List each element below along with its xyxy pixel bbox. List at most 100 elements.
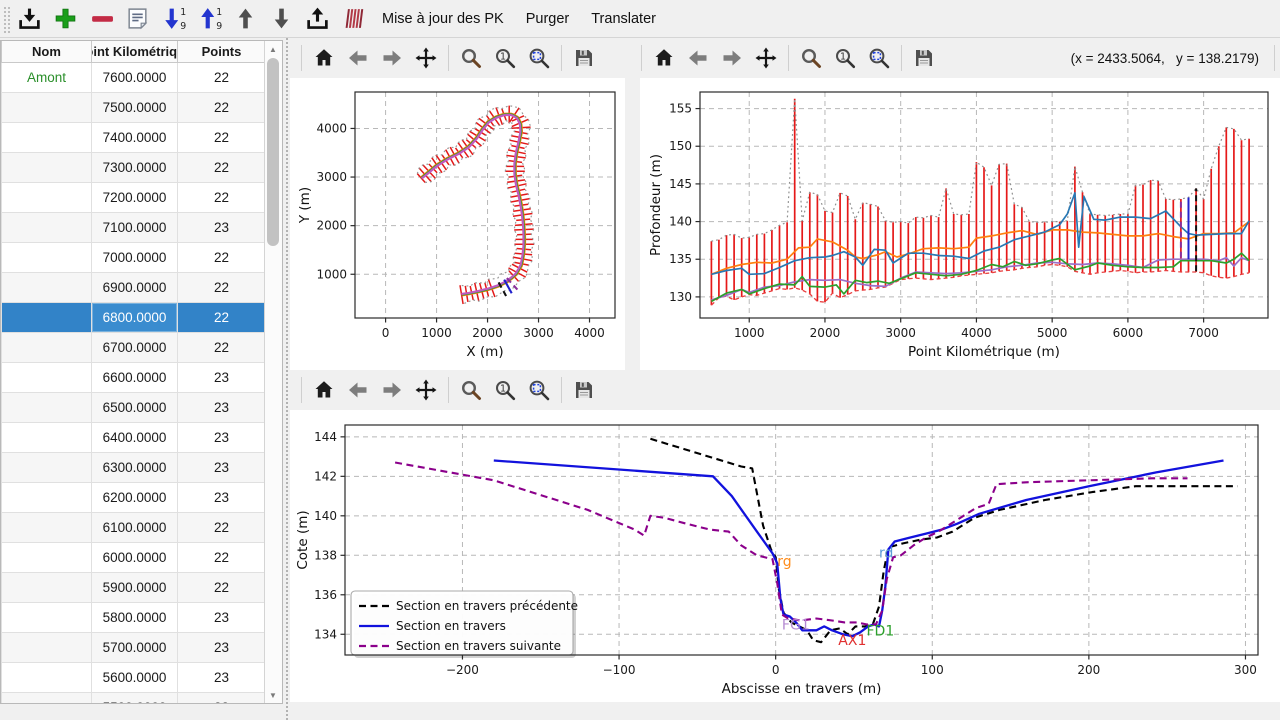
scroll-down-arrow[interactable]: ▼ bbox=[269, 690, 277, 700]
table-cell[interactable] bbox=[1, 392, 92, 423]
back-button[interactable] bbox=[343, 43, 373, 73]
table-cell[interactable] bbox=[1, 182, 92, 213]
table-cell[interactable]: 6300.0000 bbox=[91, 452, 178, 483]
table-cell[interactable]: 5600.0000 bbox=[91, 662, 178, 693]
zoom-selection-button[interactable] bbox=[524, 375, 554, 405]
export-button[interactable] bbox=[299, 3, 335, 35]
purge-button[interactable]: Purger bbox=[525, 10, 570, 27]
table-cell[interactable] bbox=[1, 122, 92, 153]
table-cell[interactable]: 7500.0000 bbox=[91, 92, 178, 123]
save-button[interactable] bbox=[569, 43, 599, 73]
table-cell[interactable]: 6800.0000 bbox=[91, 302, 178, 333]
zoom-selection-button[interactable] bbox=[864, 43, 894, 73]
zoom-button[interactable] bbox=[796, 43, 826, 73]
table-row[interactable]: 5600.0000 23 bbox=[1, 662, 266, 693]
sort-ascending-button[interactable]: 1 9 bbox=[155, 3, 191, 35]
scrollbar-thumb[interactable] bbox=[267, 58, 279, 246]
table-row[interactable]: 7000.0000 22 bbox=[1, 242, 266, 273]
column-header-nom[interactable]: Nom bbox=[1, 41, 92, 63]
table-cell[interactable] bbox=[1, 422, 92, 453]
table-cell[interactable]: 23 bbox=[177, 452, 266, 483]
table-cell[interactable]: 6500.0000 bbox=[91, 392, 178, 423]
table-cell[interactable] bbox=[1, 272, 92, 303]
table-cell[interactable]: 7100.0000 bbox=[91, 212, 178, 243]
move-up-button[interactable] bbox=[227, 3, 263, 35]
import-button[interactable] bbox=[11, 3, 47, 35]
table-cell[interactable]: 22 bbox=[177, 332, 266, 363]
translate-button[interactable]: Translater bbox=[591, 10, 656, 27]
table-cell[interactable]: 23 bbox=[177, 212, 266, 243]
table-cell[interactable]: 6700.0000 bbox=[91, 332, 178, 363]
table-cell[interactable]: 6600.0000 bbox=[91, 362, 178, 393]
table-cell[interactable] bbox=[1, 602, 92, 633]
table-row[interactable]: 7100.0000 23 bbox=[1, 212, 266, 243]
table-cell[interactable]: 22 bbox=[177, 92, 266, 123]
home-button[interactable] bbox=[649, 43, 679, 73]
table-cell[interactable]: 23 bbox=[177, 662, 266, 693]
zoom-button[interactable] bbox=[456, 375, 486, 405]
table-cell[interactable]: 22 bbox=[177, 512, 266, 543]
table-cell[interactable]: 7000.0000 bbox=[91, 242, 178, 273]
table-cell[interactable] bbox=[1, 512, 92, 543]
forward-button[interactable] bbox=[377, 43, 407, 73]
table-cell[interactable]: 7600.0000 bbox=[91, 62, 178, 93]
table-cell[interactable]: 22 bbox=[177, 152, 266, 183]
table-cell[interactable]: 22 bbox=[177, 122, 266, 153]
table-cell[interactable]: 23 bbox=[177, 602, 266, 633]
table-cell[interactable]: 22 bbox=[177, 62, 266, 93]
table-row[interactable]: 7300.0000 22 bbox=[1, 152, 266, 183]
table-cell[interactable]: 5800.0000 bbox=[91, 602, 178, 633]
forward-button[interactable] bbox=[717, 43, 747, 73]
back-button[interactable] bbox=[343, 375, 373, 405]
table-cell[interactable] bbox=[1, 542, 92, 573]
table-scrollbar[interactable]: ▲ ▼ bbox=[264, 41, 282, 703]
table-row[interactable]: 6600.0000 23 bbox=[1, 362, 266, 393]
zoom-selection-button[interactable] bbox=[524, 43, 554, 73]
table-cell[interactable] bbox=[1, 152, 92, 183]
table-cell[interactable]: 6000.0000 bbox=[91, 542, 178, 573]
home-button[interactable] bbox=[309, 43, 339, 73]
table-cell[interactable] bbox=[1, 242, 92, 273]
save-button[interactable] bbox=[569, 375, 599, 405]
table-cell[interactable]: 23 bbox=[177, 632, 266, 663]
add-button[interactable] bbox=[47, 3, 83, 35]
table-row[interactable]: 5800.0000 23 bbox=[1, 602, 266, 633]
table-cell[interactable] bbox=[1, 362, 92, 393]
scroll-up-arrow[interactable]: ▲ bbox=[269, 44, 277, 54]
table-cell[interactable]: 23 bbox=[177, 362, 266, 393]
table-cell[interactable]: 23 bbox=[177, 422, 266, 453]
table-cell[interactable]: 22 bbox=[177, 272, 266, 303]
table-cell[interactable]: 6900.0000 bbox=[91, 272, 178, 303]
table-cell[interactable]: 22 bbox=[177, 242, 266, 273]
table-row[interactable]: 6000.0000 22 bbox=[1, 542, 266, 573]
table-cell[interactable] bbox=[1, 212, 92, 243]
back-button[interactable] bbox=[683, 43, 713, 73]
zoom-original-button[interactable]: 1 bbox=[490, 375, 520, 405]
pan-button[interactable] bbox=[411, 43, 441, 73]
update-pk-button[interactable]: Mise à jour des PK bbox=[382, 10, 504, 27]
zoom-original-button[interactable]: 1 bbox=[490, 43, 520, 73]
table-cell[interactable]: 5900.0000 bbox=[91, 572, 178, 603]
table-cell[interactable]: 6200.0000 bbox=[91, 482, 178, 513]
table-row[interactable]: 6100.0000 22 bbox=[1, 512, 266, 543]
table-cell[interactable]: 22 bbox=[177, 182, 266, 213]
table-cell[interactable] bbox=[1, 92, 92, 123]
pan-button[interactable] bbox=[751, 43, 781, 73]
table-cell[interactable]: 7300.0000 bbox=[91, 152, 178, 183]
forward-button[interactable] bbox=[377, 375, 407, 405]
table-cell[interactable] bbox=[1, 692, 92, 703]
table-row[interactable]: 6900.0000 22 bbox=[1, 272, 266, 303]
table-cell[interactable]: 6100.0000 bbox=[91, 512, 178, 543]
table-cell[interactable]: 23 bbox=[177, 392, 266, 423]
table-cell[interactable] bbox=[1, 302, 92, 333]
table-cell[interactable]: 23 bbox=[177, 692, 266, 703]
zoom-button[interactable] bbox=[456, 43, 486, 73]
table-cell[interactable]: 22 bbox=[177, 542, 266, 573]
table-cell[interactable] bbox=[1, 632, 92, 663]
column-header-pk[interactable]: Point Kilométrique bbox=[91, 41, 178, 63]
remove-button[interactable] bbox=[83, 3, 119, 35]
sort-descending-button[interactable]: 1 9 bbox=[191, 3, 227, 35]
table-row[interactable]: 6700.0000 22 bbox=[1, 332, 266, 363]
table-row[interactable]: 6500.0000 23 bbox=[1, 392, 266, 423]
